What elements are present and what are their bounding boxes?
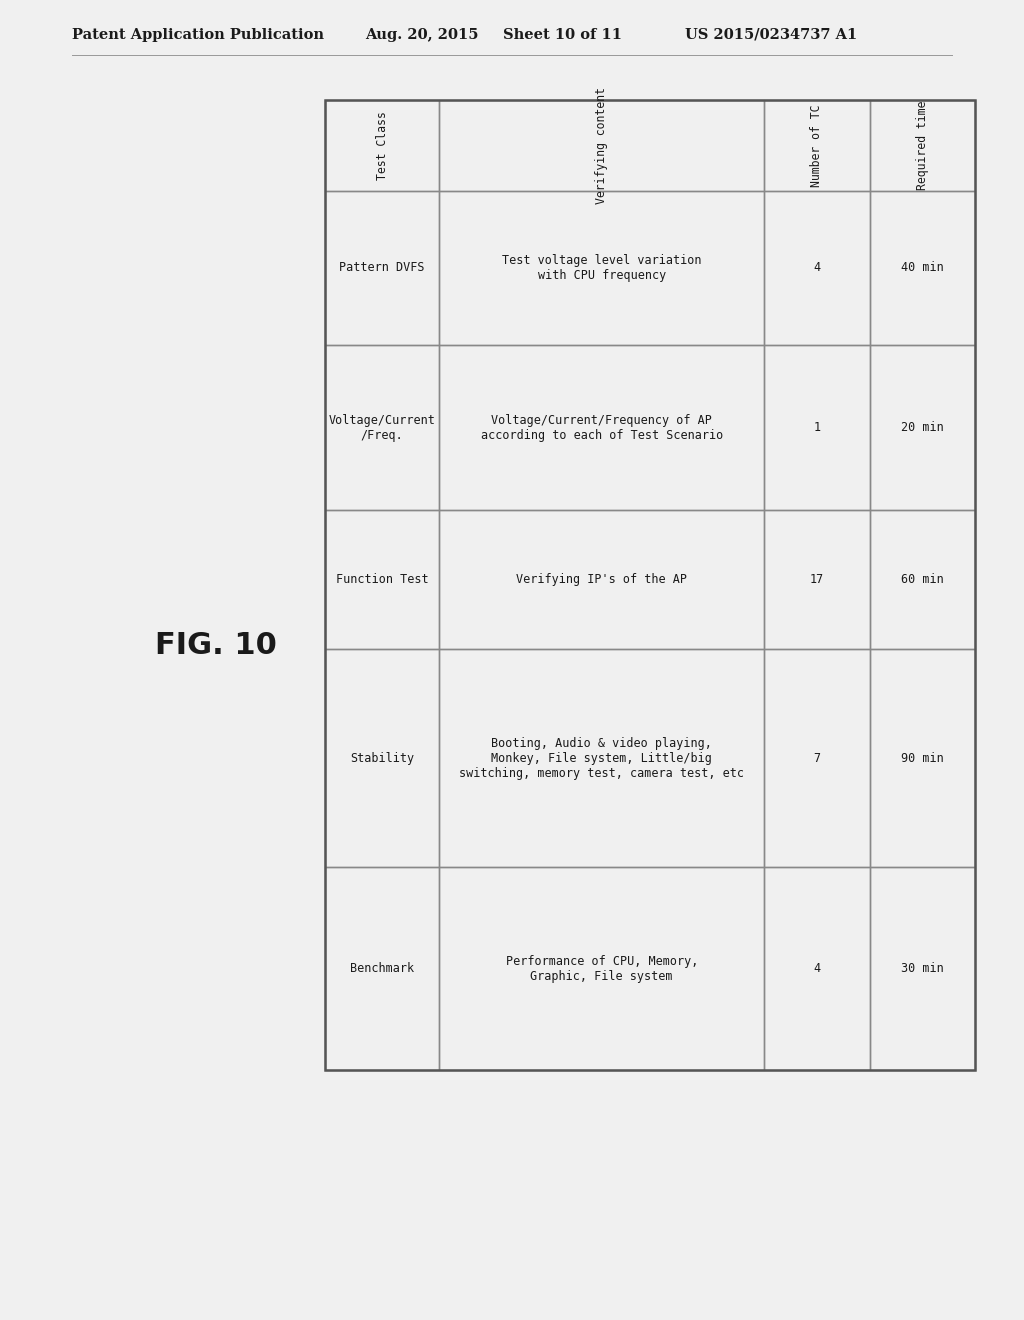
Bar	[869, 345, 975, 511]
Text: 60 min: 60 min	[901, 573, 944, 586]
Text: US 2015/0234737 A1: US 2015/0234737 A1	[685, 28, 857, 42]
Text: FIG. 10: FIG. 10	[155, 631, 276, 660]
Text: 30 min: 30 min	[901, 962, 944, 975]
Bar	[439, 100, 764, 190]
Text: Pattern DVFS: Pattern DVFS	[339, 261, 425, 275]
Text: Test voltage level variation
with CPU frequency: Test voltage level variation with CPU fr…	[502, 253, 701, 282]
Bar	[439, 511, 764, 649]
Text: Sheet 10 of 11: Sheet 10 of 11	[503, 28, 622, 42]
Bar	[325, 867, 439, 1071]
Text: Performance of CPU, Memory,
Graphic, File system: Performance of CPU, Memory, Graphic, Fil…	[506, 954, 698, 982]
Text: Required time: Required time	[915, 100, 929, 190]
Text: 4: 4	[813, 261, 820, 275]
Text: Patent Application Publication: Patent Application Publication	[72, 28, 324, 42]
Text: 20 min: 20 min	[901, 421, 944, 434]
Text: Voltage/Current
/Freq.: Voltage/Current /Freq.	[329, 413, 435, 442]
Text: Function Test: Function Test	[336, 573, 428, 586]
Bar	[325, 190, 439, 345]
Bar	[764, 100, 869, 190]
Text: Voltage/Current/Frequency of AP
according to each of Test Scenario: Voltage/Current/Frequency of AP accordin…	[480, 413, 723, 442]
Text: 7: 7	[813, 751, 820, 764]
Bar	[869, 100, 975, 190]
Text: Booting, Audio & video playing,
Monkey, File system, Little/big
switching, memor: Booting, Audio & video playing, Monkey, …	[459, 737, 744, 780]
Bar	[764, 511, 869, 649]
Bar	[325, 649, 439, 867]
Bar	[764, 345, 869, 511]
Text: Test Class: Test Class	[376, 111, 388, 180]
Bar	[869, 867, 975, 1071]
Text: 17: 17	[810, 573, 824, 586]
Bar	[764, 190, 869, 345]
Bar	[325, 345, 439, 511]
Bar	[325, 100, 975, 1071]
Text: Benchmark: Benchmark	[350, 962, 414, 975]
Text: Aug. 20, 2015: Aug. 20, 2015	[365, 28, 478, 42]
Bar	[439, 190, 764, 345]
Bar	[764, 649, 869, 867]
Text: Number of TC: Number of TC	[810, 104, 823, 186]
Text: 90 min: 90 min	[901, 751, 944, 764]
Text: Verifying content: Verifying content	[595, 87, 608, 203]
Bar	[325, 100, 439, 190]
Bar	[869, 190, 975, 345]
Bar	[869, 511, 975, 649]
Bar	[869, 649, 975, 867]
Text: 4: 4	[813, 962, 820, 975]
Bar	[764, 867, 869, 1071]
Bar	[439, 345, 764, 511]
Bar	[439, 649, 764, 867]
Bar	[325, 511, 439, 649]
Text: 1: 1	[813, 421, 820, 434]
Text: Verifying IP's of the AP: Verifying IP's of the AP	[516, 573, 687, 586]
Text: Stability: Stability	[350, 751, 414, 764]
Bar	[439, 867, 764, 1071]
Text: 40 min: 40 min	[901, 261, 944, 275]
